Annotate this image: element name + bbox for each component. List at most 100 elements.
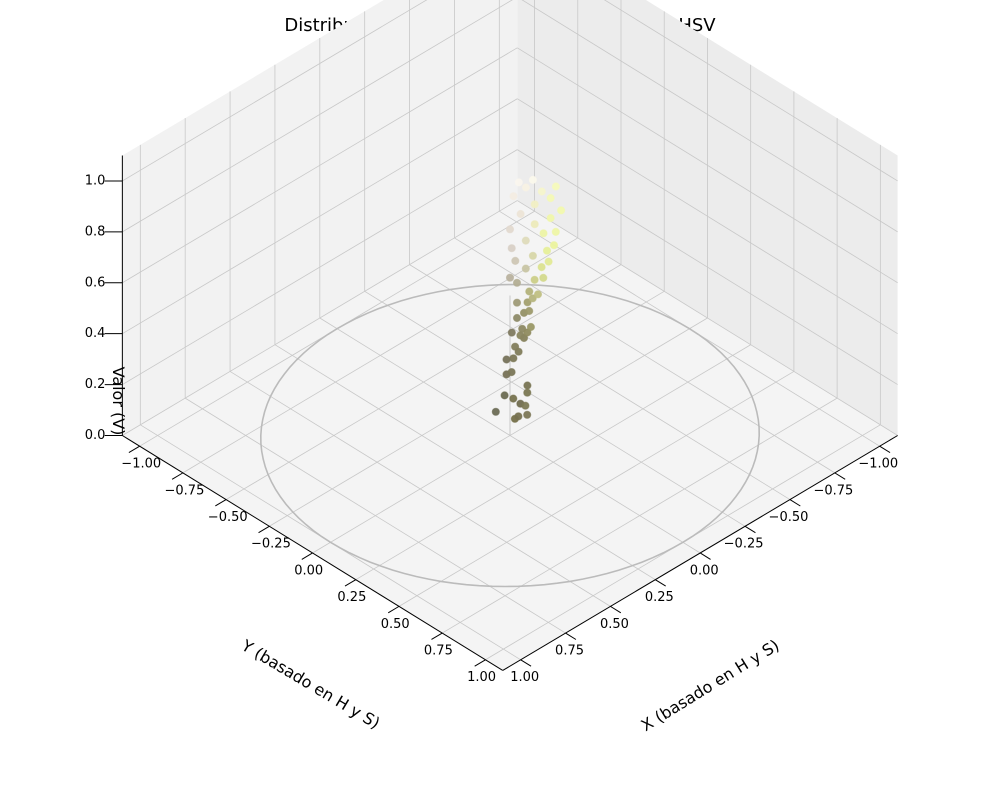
grid-line [517,149,898,385]
data-point [557,206,566,215]
grid-line [398,371,795,607]
data-points [491,175,566,423]
data-point [505,273,515,282]
x-tick-mark [387,605,400,614]
grid-line [122,98,518,335]
data-point [512,313,522,323]
grid-line [603,0,898,182]
y-tick-mark [610,605,622,614]
axis-lines [104,155,898,671]
y-tick-label: −0.75 [813,483,853,498]
y-tick-label: 0.50 [600,617,629,632]
data-point [537,263,546,272]
z-tick-label: 0.2 [85,377,106,392]
data-point [528,175,538,184]
grid-line [122,0,513,233]
data-point [521,401,530,410]
data-point [509,394,518,403]
data-point [530,275,539,284]
grid-line [184,397,566,634]
data-point [500,391,509,400]
data-point [507,368,516,377]
data-point [507,328,516,337]
x-axis-label: X (basado en H y S) [638,636,783,735]
data-point [539,273,548,282]
data-point [511,256,520,265]
y-tick-mark [565,632,577,640]
data-point [523,381,532,390]
data-point [514,178,523,187]
data-point [521,264,530,273]
data-point [546,194,555,203]
data-point [530,200,539,209]
data-point [505,225,515,234]
x-tick-mark [474,659,486,667]
data-point [512,298,522,307]
data-point [551,182,561,191]
y-tick-label: −0.50 [769,510,809,525]
data-point [530,220,539,229]
data-point [523,388,532,397]
data-point [509,192,518,201]
data-point [539,229,548,238]
data-point [521,236,530,245]
data-point [507,244,516,253]
data-point [544,257,553,266]
data-point [551,227,560,236]
hsv-radius-circle [259,283,761,588]
z-axis-label: Valor (V) [109,367,128,436]
y-tick-mark [834,472,846,480]
data-point [542,246,552,255]
y-tick-mark [744,525,756,534]
data-point [516,209,525,219]
grid-line [274,344,656,581]
grid-line [355,344,751,581]
data-point [512,278,522,287]
y-tick-label: 1.00 [510,670,539,685]
data-point [491,407,500,416]
x-tick-label: 0.75 [424,644,453,659]
x-tick-label: 0.00 [294,563,323,578]
data-point [521,183,531,192]
z-tick-label: 1.0 [85,174,106,189]
data-point [514,412,523,421]
x-tick-mark [215,499,227,507]
y-tick-label: −1.00 [858,457,898,472]
y-tick-mark [699,552,711,560]
grid-line [517,47,898,284]
z-tick-label: 0.0 [85,428,106,443]
x-tick-mark [431,632,443,640]
grid-line [442,397,838,634]
data-point [546,214,555,223]
y-tick-label: 0.25 [645,590,674,605]
grid-line [122,0,428,182]
y-tick-label: −0.25 [724,537,764,552]
grid-line [122,200,518,436]
y-tick-mark [879,445,891,454]
data-point [509,354,518,363]
x-tick-label: −0.75 [165,483,205,498]
grid-line [122,47,518,284]
y-axis-label: Y (basado en H y S) [238,635,384,732]
y-tick-mark [520,659,532,667]
y-tick-label: 0.00 [690,563,719,578]
y-tick-mark [789,499,801,507]
z-tick-label: 0.6 [85,275,106,290]
x-tick-mark [301,552,313,560]
y-tick-mark [655,579,666,587]
grid-line [122,149,518,385]
tick-labels: −1.00−0.75−0.50−0.250.000.250.500.751.00… [85,174,898,686]
data-point [526,322,536,332]
x-tick-label: −0.50 [208,510,248,525]
reference-circle [259,283,761,588]
x-tick-mark [128,445,140,454]
data-point [523,410,532,419]
data-point [537,187,546,196]
grid-line [521,0,898,233]
x-tick-label: −1.00 [121,457,161,472]
data-point [516,331,525,340]
data-point [549,241,559,250]
grid-line [517,200,898,436]
data-point [525,306,534,316]
